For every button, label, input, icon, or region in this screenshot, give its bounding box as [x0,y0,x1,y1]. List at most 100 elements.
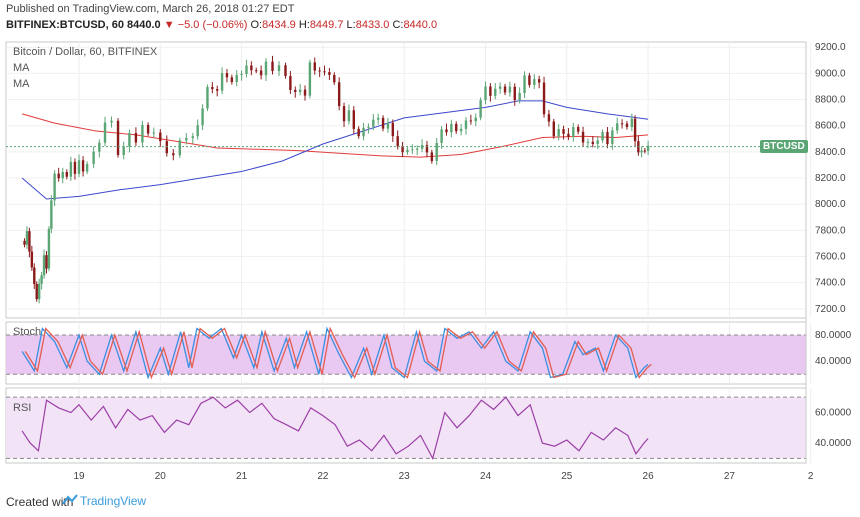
candle-up [533,79,536,85]
candle-up [630,118,634,128]
candle-down [57,173,60,179]
candle-up [601,131,604,141]
stoch-tick-label: 80.0000 [815,330,852,341]
price-tick-label: 7600.0 [815,252,846,263]
close-key: C: [392,19,404,31]
candle-up [523,75,526,94]
candle-down [591,141,595,145]
x-tick-label: 2 [808,471,814,482]
candle-down [620,123,624,125]
candle-up [264,61,268,76]
candle-down [225,73,229,78]
ma-fast-line [21,113,649,158]
candle-down [643,150,647,152]
candle-up [77,160,81,174]
rsi-tick-label: 40.0000 [815,438,852,449]
candle-up [406,149,409,153]
chart-canvas[interactable]: 19 20 21 22 23 24 25 26 27 2 9200.0 9000.0 8800.0 860… [0,0,860,486]
candle-up [498,86,502,89]
candle-up [53,173,56,201]
candle-down [542,82,546,115]
x-tick-label: 27 [724,471,736,482]
price-tick-label: 9200.0 [815,42,846,53]
candle-down [567,133,570,137]
candle-up [40,275,43,284]
tradingview-brand[interactable]: TradingView [80,494,147,508]
candle-down [337,82,341,107]
tradingview-logo-icon [62,494,78,505]
candle-up [110,120,113,123]
candle-up [646,145,650,151]
candle-down [303,89,307,96]
price-tag: BTCUSD [760,139,808,153]
candle-down [391,122,395,137]
x-tick-label: 19 [73,471,85,482]
candle-up [362,127,365,137]
x-tick-label: 20 [155,471,167,482]
candle-up [596,140,599,145]
candle-down [230,77,234,83]
candle-up [61,172,64,179]
candle-down [30,251,34,268]
stoch-legend: Stoch [13,326,42,338]
candle-up [196,125,199,137]
candle-up [484,86,487,101]
candle-down [33,267,36,284]
candle-down [528,75,531,85]
candle-down [211,86,214,90]
candle-down [381,117,385,129]
candle-down [396,136,399,147]
candle-down [45,255,48,269]
high-key: H: [298,19,310,31]
candle-down [65,172,69,177]
candle-up [464,120,468,129]
candle-up [518,93,521,101]
candle-up [152,132,155,134]
candle-up [85,163,89,172]
high-value: 8449.7 [309,19,344,31]
candle-up [25,231,29,245]
last-price: 8440.0 [127,19,161,31]
candle-up [372,119,375,127]
candle-up [42,255,46,276]
candle-down [633,118,637,142]
candle-down [35,283,38,300]
price-tick-label: 7400.0 [815,278,846,289]
candle-up [572,127,575,137]
candle-down [581,131,585,143]
candle-down [289,76,292,90]
stoch-band [6,335,806,375]
candle-down [294,89,297,92]
main-pane-frame [5,41,807,319]
published-line: Published on TradingView.com, March 26, … [6,3,295,15]
symbol-line: BITFINEX:BTCUSD, 60 8440.0 ▼ −5.0 (−0.06… [6,19,437,31]
x-tick-label: 26 [643,471,655,482]
candle-down [255,70,258,72]
price-tick-label: 8400.0 [815,147,846,158]
x-tick-label: 25 [561,471,573,482]
candle-down [469,120,473,122]
candle-down [333,74,336,83]
low-key: L: [346,19,356,31]
candle-up [435,142,438,162]
candle-up [69,161,73,177]
candle-up [616,123,619,131]
candle-down [425,145,429,153]
candle-up [37,283,41,300]
candle-down [172,153,175,156]
candle-down [455,123,458,132]
x-tick-label: 23 [399,471,411,482]
candle-up [479,100,482,118]
candle-down [271,61,274,72]
created-with-label: Created with [6,495,74,509]
candle-down [513,86,516,101]
stoch-k-line [21,326,649,380]
candle-up [308,62,312,96]
low-value: 8433.0 [355,19,390,31]
stoch-d-line [24,326,652,380]
candle-up [586,141,590,143]
candle-down [284,65,287,77]
candle-up [50,200,53,229]
candle-up [376,117,380,120]
candle-down [625,123,629,128]
